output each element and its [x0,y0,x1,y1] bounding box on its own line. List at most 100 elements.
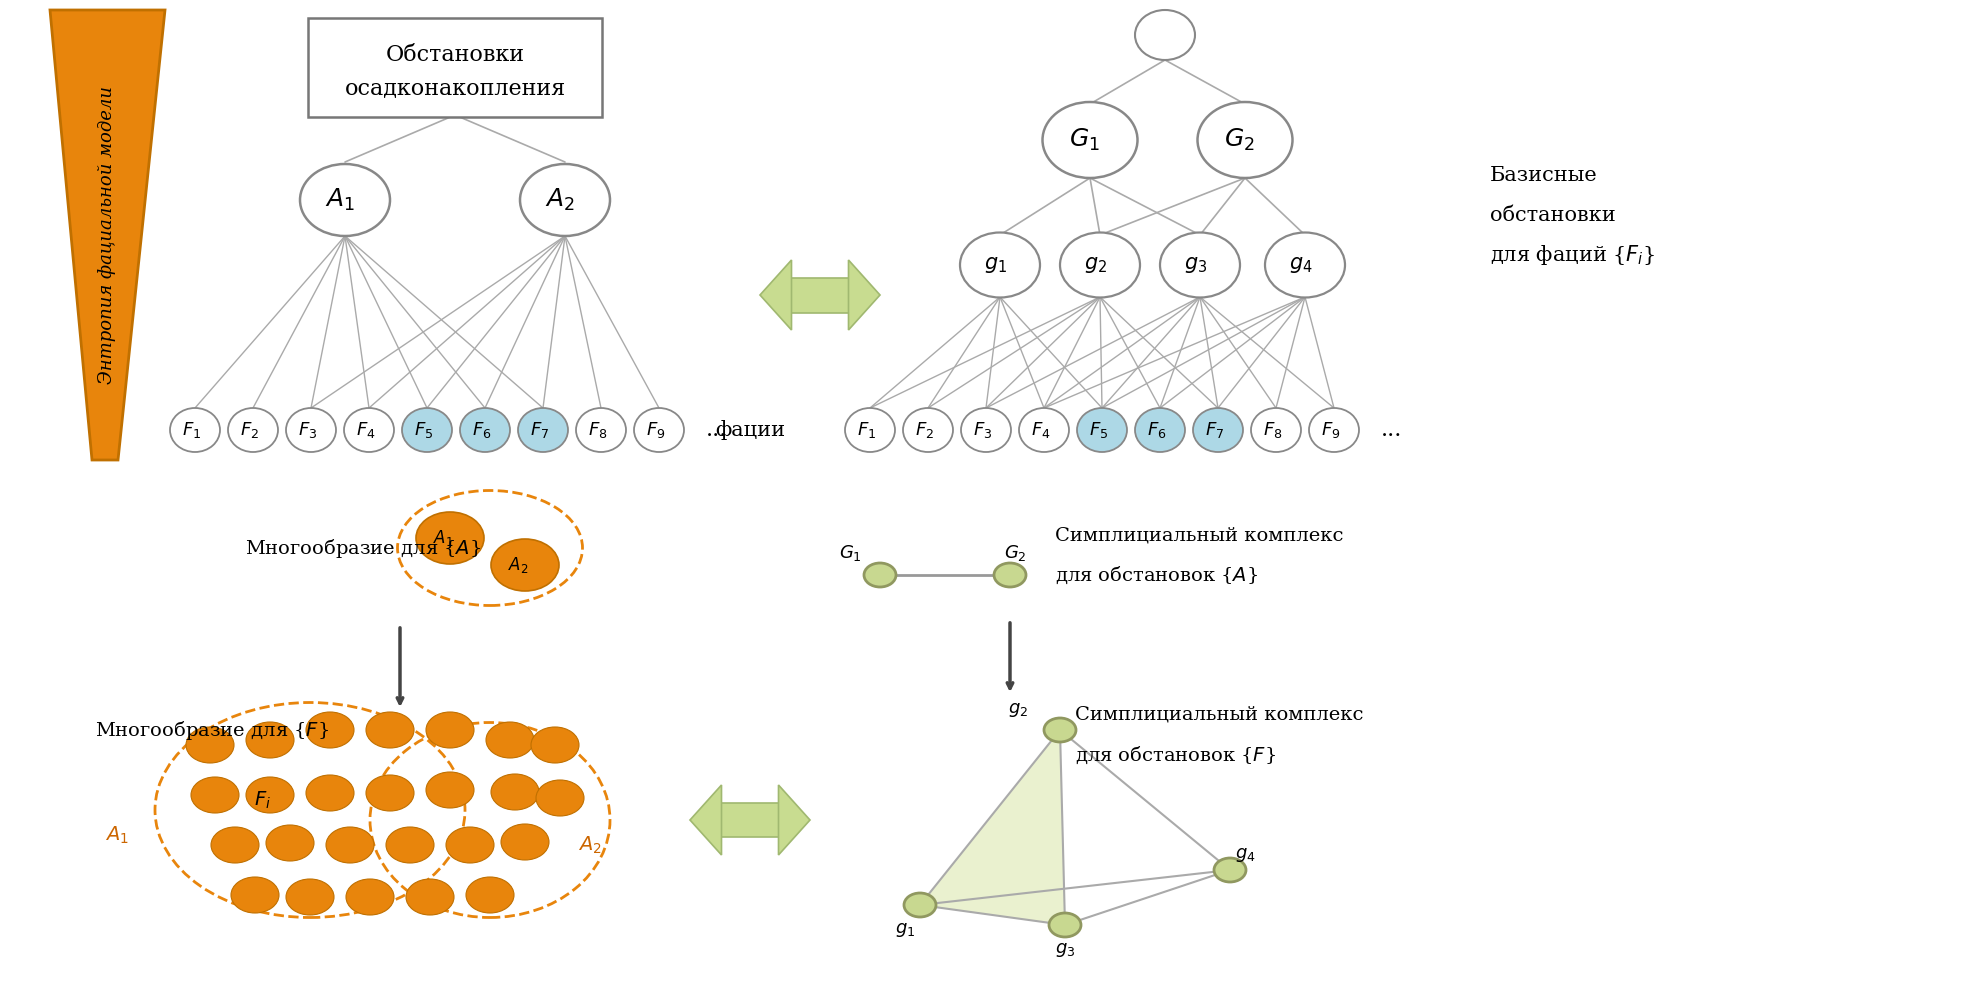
Text: $g_3$: $g_3$ [1185,255,1209,275]
Ellipse shape [1134,10,1195,60]
Polygon shape [848,260,881,330]
Ellipse shape [186,727,233,763]
Polygon shape [779,785,810,855]
Ellipse shape [300,164,390,236]
Ellipse shape [490,774,540,810]
Text: $A_1$: $A_1$ [326,187,355,213]
Text: Симплициальный комплекс: Симплициальный комплекс [1056,526,1344,544]
Ellipse shape [961,408,1010,452]
Ellipse shape [171,408,220,452]
Text: Обстановки: Обстановки [385,44,524,66]
Ellipse shape [426,712,475,748]
Text: $g_1$: $g_1$ [985,255,1008,275]
Ellipse shape [426,772,475,808]
Ellipse shape [406,879,453,915]
Polygon shape [49,10,165,460]
Text: $g_2$: $g_2$ [1085,255,1109,275]
Ellipse shape [306,775,353,811]
Ellipse shape [416,512,485,564]
Ellipse shape [1214,858,1246,882]
Ellipse shape [402,408,451,452]
Text: Базисные: Базисные [1489,165,1597,184]
FancyBboxPatch shape [308,18,602,117]
Ellipse shape [1193,408,1244,452]
Text: $G_1$: $G_1$ [1069,126,1099,153]
Text: $F_2$: $F_2$ [916,420,934,440]
Text: $F_3$: $F_3$ [298,420,318,440]
Text: $g_1$: $g_1$ [895,921,914,939]
Text: $F_i$: $F_i$ [253,790,271,811]
Ellipse shape [487,722,534,758]
Text: для фаций {$F_i$}: для фаций {$F_i$} [1489,243,1656,267]
Text: Многообразие для {$A$}: Многообразие для {$A$} [245,537,481,560]
Text: $F_4$: $F_4$ [357,420,377,440]
Ellipse shape [367,712,414,748]
Ellipse shape [518,408,569,452]
Ellipse shape [445,827,494,863]
Text: ...: ... [706,419,728,441]
Ellipse shape [326,827,375,863]
Ellipse shape [459,408,510,452]
Text: $G_2$: $G_2$ [1224,126,1254,153]
Ellipse shape [1050,913,1081,937]
Ellipse shape [904,893,936,917]
Text: $F_9$: $F_9$ [1320,420,1340,440]
Text: $G_1$: $G_1$ [838,543,861,563]
Ellipse shape [367,775,414,811]
Ellipse shape [306,712,353,748]
Text: $F_7$: $F_7$ [1205,420,1224,440]
Ellipse shape [959,232,1040,298]
Polygon shape [920,730,1065,925]
Text: $F_1$: $F_1$ [857,420,877,440]
Text: $F_5$: $F_5$ [1089,420,1109,440]
Ellipse shape [1160,232,1240,298]
Ellipse shape [1309,408,1360,452]
Ellipse shape [490,539,559,591]
Text: $F_6$: $F_6$ [473,420,492,440]
Ellipse shape [345,879,394,915]
Ellipse shape [1018,408,1069,452]
Text: $F_6$: $F_6$ [1148,420,1167,440]
Text: обстановки: обстановки [1489,205,1617,224]
Ellipse shape [995,563,1026,587]
Text: $F_7$: $F_7$ [530,420,549,440]
Ellipse shape [536,780,585,816]
Text: $F_1$: $F_1$ [182,420,202,440]
Text: $G_2$: $G_2$ [1005,543,1026,563]
Text: для обстановок {$A$}: для обстановок {$A$} [1056,565,1258,586]
Ellipse shape [577,408,626,452]
Text: осадконакопления: осадконакопления [345,77,565,99]
Text: $A_1$: $A_1$ [106,825,129,846]
Text: $g_4$: $g_4$ [1234,846,1256,864]
Ellipse shape [343,408,394,452]
Text: $A_2$: $A_2$ [579,835,602,856]
Ellipse shape [1265,232,1346,298]
Ellipse shape [1134,408,1185,452]
Text: Энтропия фациальной модели: Энтропия фациальной модели [98,86,116,384]
Text: Симплициальный комплекс: Симплициальный комплекс [1075,706,1364,724]
Ellipse shape [1197,102,1293,178]
Text: $A_1$: $A_1$ [434,528,453,548]
Ellipse shape [903,408,954,452]
Ellipse shape [846,408,895,452]
Text: $F_2$: $F_2$ [241,420,259,440]
Ellipse shape [245,777,294,813]
Ellipse shape [467,877,514,913]
Ellipse shape [520,164,610,236]
Text: $g_3$: $g_3$ [1056,941,1075,959]
Ellipse shape [286,879,334,915]
Ellipse shape [190,777,239,813]
Ellipse shape [1044,718,1075,742]
Ellipse shape [634,408,685,452]
Polygon shape [718,803,783,838]
Ellipse shape [500,824,549,860]
Text: $g_2$: $g_2$ [1008,701,1028,719]
Ellipse shape [387,827,434,863]
Ellipse shape [228,408,279,452]
Polygon shape [759,260,791,330]
Ellipse shape [232,877,279,913]
Ellipse shape [1042,102,1138,178]
Ellipse shape [1059,232,1140,298]
Text: ...: ... [1381,419,1403,441]
Text: $F_8$: $F_8$ [1264,420,1283,440]
